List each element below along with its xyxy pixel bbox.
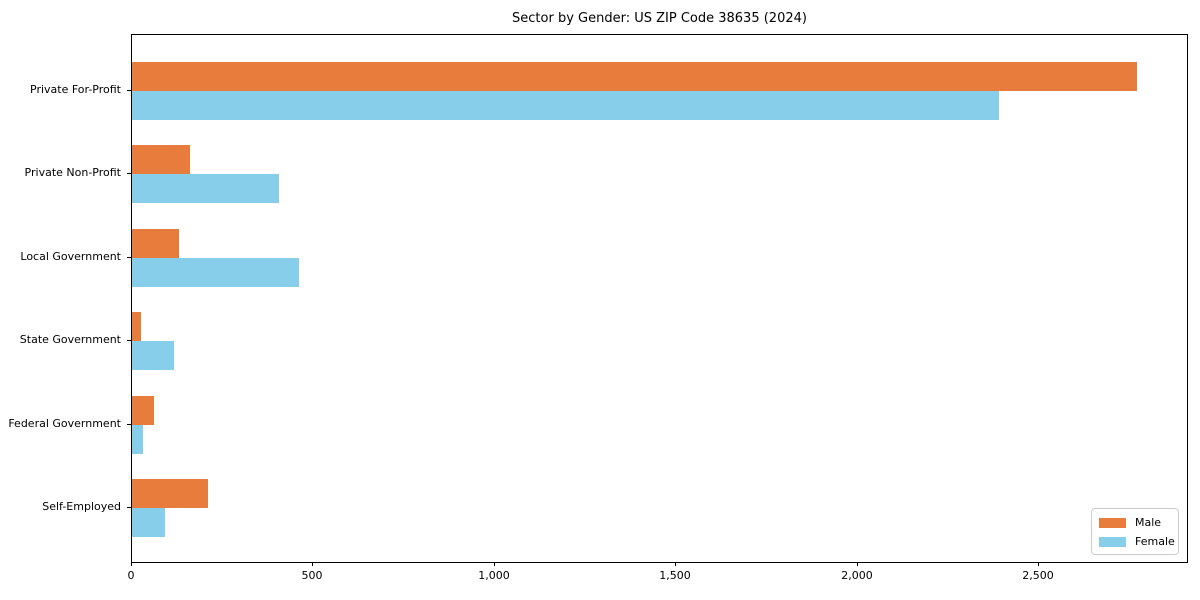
legend-item-female: Female [1099, 533, 1175, 550]
bar-female-local-government [132, 258, 299, 287]
bar-female-private-non-profit [132, 174, 279, 203]
x-tick-mark [1038, 562, 1039, 566]
x-tick-mark [131, 562, 132, 566]
x-tick-label: 1,000 [478, 569, 510, 582]
y-tick-mark [127, 173, 131, 174]
y-tick-mark [127, 340, 131, 341]
y-tick-label: Private For-Profit [30, 83, 121, 96]
bar-male-state-government [132, 312, 141, 341]
x-tick-label: 2,500 [1022, 569, 1054, 582]
x-tick-label: 500 [301, 569, 323, 582]
bar-female-private-for-profit [132, 91, 999, 120]
bar-female-federal-government [132, 425, 143, 454]
y-tick-mark [127, 507, 131, 508]
plot-area [131, 34, 1188, 563]
female-series-swatch [1099, 536, 1126, 547]
legend-label-male: Male [1135, 515, 1162, 529]
legend-label-female: Female [1135, 534, 1175, 548]
x-tick-label: 1,500 [659, 569, 691, 582]
y-tick-label: Federal Government [8, 417, 121, 430]
x-tick-mark [312, 562, 313, 566]
bar-female-state-government [132, 341, 174, 370]
x-tick-label: 0 [127, 569, 135, 582]
y-tick-mark [127, 90, 131, 91]
y-tick-label: Self-Employed [42, 500, 121, 513]
bar-male-self-employed [132, 479, 208, 508]
bar-male-private-for-profit [132, 62, 1137, 91]
bar-female-self-employed [132, 508, 165, 537]
bar-male-local-government [132, 229, 179, 258]
male-series-swatch [1099, 517, 1126, 528]
legend: Male Female [1091, 508, 1179, 555]
y-tick-mark [127, 257, 131, 258]
x-tick-mark [675, 562, 676, 566]
x-tick-mark [857, 562, 858, 566]
y-tick-label: State Government [19, 333, 121, 346]
bar-male-private-non-profit [132, 145, 190, 174]
bar-male-federal-government [132, 396, 154, 425]
y-tick-label: Private Non-Profit [24, 166, 121, 179]
y-tick-label: Local Government [20, 250, 121, 263]
x-tick-label: 2,000 [841, 569, 873, 582]
legend-item-male: Male [1099, 514, 1172, 531]
x-tick-mark [494, 562, 495, 566]
y-tick-mark [127, 424, 131, 425]
chart-title: Sector by Gender: US ZIP Code 38635 (202… [512, 11, 807, 26]
